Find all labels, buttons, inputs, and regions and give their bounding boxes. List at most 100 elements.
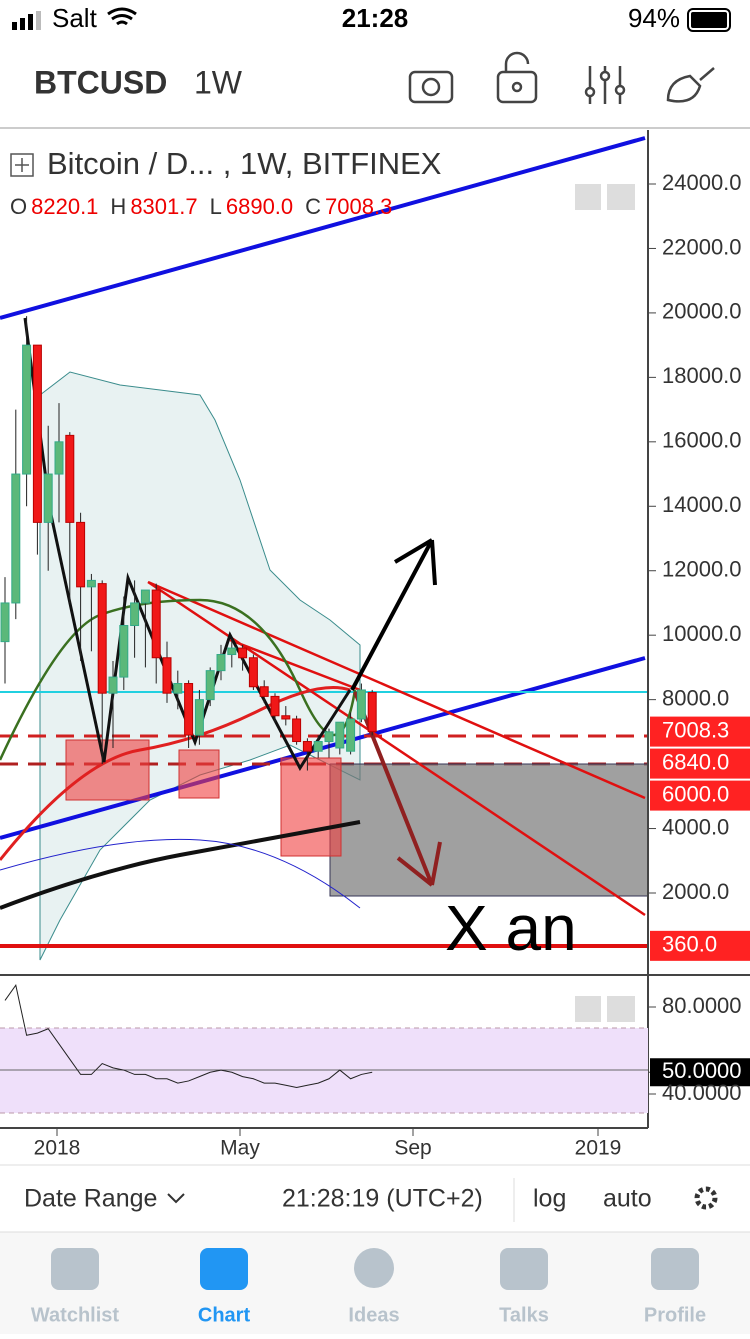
ohlc-value: 7008.3 [325,194,392,219]
price-tick-label: 4000.0 [662,814,729,839]
price-tick-label: 10000.0 [662,621,742,646]
pattern-line [23,317,352,771]
candle-body [0,602,10,643]
price-tick-label: 8000.0 [662,685,729,710]
tab-label[interactable]: Profile [644,1304,706,1326]
price-axis: 24000.0 22000.0 20000.0 18000.0 16000.0 14000… [648,170,750,961]
candle-body [54,441,64,475]
tab-icon[interactable] [354,1248,394,1288]
lock-icon[interactable] [496,70,538,104]
log-toggle[interactable]: log [533,1185,566,1213]
status-bar: Salt 21:28 94% [12,3,731,33]
moving-average [0,598,357,761]
clock: 21:28 [342,3,409,33]
price-label-box [650,748,750,779]
draw-icon[interactable] [666,67,715,103]
price-tick-label: 24000.0 [662,170,742,195]
candle-body [32,344,42,523]
candle-body [108,676,118,694]
candle-body [367,692,377,733]
price-tick-label: 2000.0 [662,879,729,904]
date-range[interactable]: Date Range [24,1185,157,1213]
tab-icon[interactable] [651,1248,699,1290]
tab-icon[interactable] [51,1248,99,1290]
candle-body [194,699,204,736]
candle-body [216,654,226,672]
candle-body [259,686,269,697]
ohlc-key: C [305,194,321,219]
tab-icon[interactable] [200,1248,248,1290]
ohlc-key: H [110,194,126,219]
rsi-tick-label: 40.0000 [662,1080,742,1105]
ohlc-key: O [10,194,27,219]
candle-body [173,683,183,694]
chart-legend: Bitcoin / D... , 1W, BITFINEX O 8220.1 H 83… [10,146,635,219]
rsi-line [4,984,373,1088]
zone-box [178,749,220,799]
candle-body [356,689,366,720]
bollinger-band [39,371,361,961]
price-label: 7008.3 [662,717,729,742]
candle-body [227,647,237,656]
ohlc: O 8220.1 H 8301.7 L 6890.0 C 7008.3 [10,194,392,219]
time-label: 2019 [575,1137,622,1160]
ohlc-value: 6890.0 [226,194,293,219]
moving-average [0,838,361,909]
auto-toggle[interactable]: auto [603,1185,652,1213]
trend-line [0,136,646,320]
tab-label[interactable]: Ideas [348,1304,399,1326]
candle-body [346,718,356,752]
time-label: Sep [394,1137,431,1160]
candle-body [238,647,248,659]
tab-label[interactable]: Talks [499,1304,549,1326]
tab-label[interactable]: Watchlist [31,1304,119,1326]
annotation: X an [445,892,577,964]
candle-body [11,473,21,604]
clock-display: 21:28:19 (UTC+2) [282,1185,483,1213]
candle-body [76,521,86,588]
time-label: May [220,1137,260,1160]
tab-bar: Watchlist Chart Ideas Talks Profile [31,1248,706,1326]
camera-icon[interactable] [408,70,454,104]
chart-area: X an [0,136,648,964]
candle-body [324,731,334,743]
time-axis: 2018 May Sep 2019 [34,1128,622,1160]
time-label: 2018 [34,1137,81,1160]
rsi-tick-label: 80.0000 [662,993,742,1018]
price-label: 6840.0 [662,749,729,774]
battery-percent: 94% [628,3,680,33]
moving-average [0,820,361,910]
zone-box [280,757,342,857]
candle-body [43,473,53,523]
settings-gear[interactable] [694,1186,718,1210]
candle-body [65,434,75,523]
price-label-box [650,930,750,961]
candle-body [151,589,161,659]
candle-body [22,344,32,475]
rsi-tick-label: 50.0000 [662,1058,742,1083]
interval[interactable]: 1W [194,64,243,100]
candle-body [162,657,172,694]
candle-body [335,721,345,749]
candle-body [313,741,323,752]
moving-average [0,686,351,861]
price-label: 360.0 [662,932,717,957]
rsi-label-box [650,1058,750,1087]
ohlc-value: 8220.1 [31,194,98,219]
price-tick-label: 14000.0 [662,492,742,517]
tab-icon[interactable] [500,1248,548,1290]
candle-body [86,579,96,588]
candle-body [302,741,312,752]
candle-body [281,715,291,720]
tab-label[interactable]: Chart [198,1304,251,1326]
legend-title: Bitcoin / D... , 1W, BITFINEX [47,146,442,181]
candle-body [130,602,140,627]
ohlc-value: 8301.7 [130,194,197,219]
candle-body [270,695,280,717]
candle-body [184,683,194,736]
arrow [350,538,437,691]
price-label: 6000.0 [662,781,729,806]
symbol[interactable]: BTCUSD [34,64,167,100]
